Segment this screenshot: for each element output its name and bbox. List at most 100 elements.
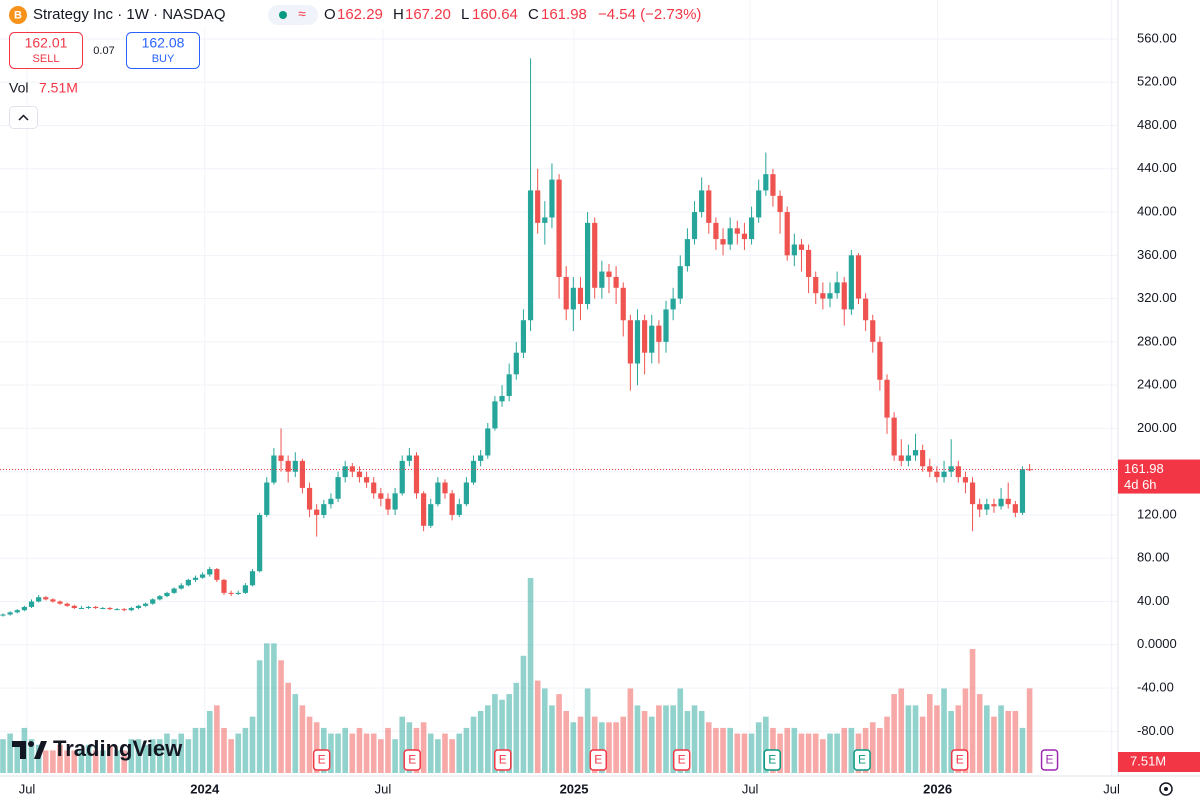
volume-bar [256,660,263,773]
candle-body [706,190,712,223]
volume-bar [477,711,484,773]
volume-bar [71,750,78,773]
candle-body [64,603,70,606]
volume-bar [934,705,940,773]
volume-bar [634,705,641,773]
candle-body [962,477,969,483]
volume-bar [663,705,669,773]
candle-body [727,228,733,245]
volume-bar [834,733,840,773]
event-label: E [594,753,602,767]
sell-button[interactable] [9,32,83,69]
volume-bar [1005,711,1012,773]
candle-body [927,466,933,472]
volume-bar [406,722,413,773]
y-tick-label: 560.00 [1137,30,1177,45]
candle-body [684,239,690,267]
volume-bar [827,733,833,773]
candle-body [242,585,248,593]
event-label: E [768,753,776,767]
candle-body [43,597,49,600]
change-value: −4.54 (−2.73%) [598,6,701,23]
buy-price: 162.08 [142,35,185,51]
y-tick-label: 200.00 [1137,420,1177,435]
collapse-button[interactable] [9,106,38,129]
candle-body [271,455,277,483]
volume-bar [613,722,619,773]
candle-body [100,608,106,610]
candle-body [463,482,469,505]
candle-body [599,271,605,288]
candle-body [28,601,35,607]
volume-bar [577,716,584,773]
candle-body [378,493,384,499]
status-badge[interactable] [268,5,318,25]
volume-bar [249,716,256,773]
candle-body [192,577,199,580]
candle-body [934,471,940,478]
candle-body [535,190,541,223]
countdown-label: 4d 6h [1124,477,1157,492]
low-value: 160.64 [472,6,518,23]
candle-body [278,455,284,461]
candle-body [941,471,947,478]
volume-bar [549,705,555,773]
candle-body [827,293,833,299]
candle-body [805,249,812,277]
volume-bar [784,727,791,773]
volume-bar [121,750,127,773]
candle-body [877,341,883,380]
volume-bar [527,578,534,773]
volume-bar [962,688,969,773]
volume-bar [427,733,434,773]
volume-bar [492,694,498,773]
candle-body [406,455,412,461]
symbol-title[interactable]: Strategy Inc · 1W · NASDAQ [33,6,226,23]
volume-bar [378,739,384,773]
candle-body [121,609,127,611]
volume-bar [484,705,491,773]
y-tick-label: 0.0000 [1137,636,1177,651]
candle-body [93,606,99,609]
candle-body [948,466,954,472]
candle-body [214,569,220,580]
close-value: 161.98 [541,6,587,23]
volume-bar [684,711,691,773]
volume-bar [85,744,92,773]
candle-body [848,255,854,310]
volume-bar [563,711,570,773]
volume-bar [805,733,812,773]
open-label: O [324,6,336,23]
candle-body [649,325,655,353]
volume-bar [727,727,733,773]
candle-body [150,599,156,604]
volume-bar [299,705,306,773]
candle-body [399,460,405,494]
candle-body [314,509,320,515]
candle-body [107,608,113,610]
volume-bar [698,711,705,773]
y-tick-label: 120.00 [1137,506,1177,521]
settings-icon[interactable] [1159,782,1173,796]
volume-bar [991,716,997,773]
candle-body [335,477,341,499]
buy-button[interactable] [126,32,200,69]
candle-body [292,460,298,472]
volume-bar [363,733,370,773]
logo-text: B [14,9,22,21]
volume-bar [292,694,299,773]
volume-bar [741,733,748,773]
event-label: E [1046,753,1054,767]
candle-body [456,504,462,515]
volume-bar [926,694,933,773]
candle-body [185,579,191,586]
volume-bar [941,688,947,773]
candle-body [884,379,890,418]
candle-body [506,374,512,396]
candle-body [592,222,598,288]
candle-body [78,608,85,610]
y-tick-label: 400.00 [1137,203,1177,218]
candle-body [349,466,355,472]
candle-body [734,228,740,234]
